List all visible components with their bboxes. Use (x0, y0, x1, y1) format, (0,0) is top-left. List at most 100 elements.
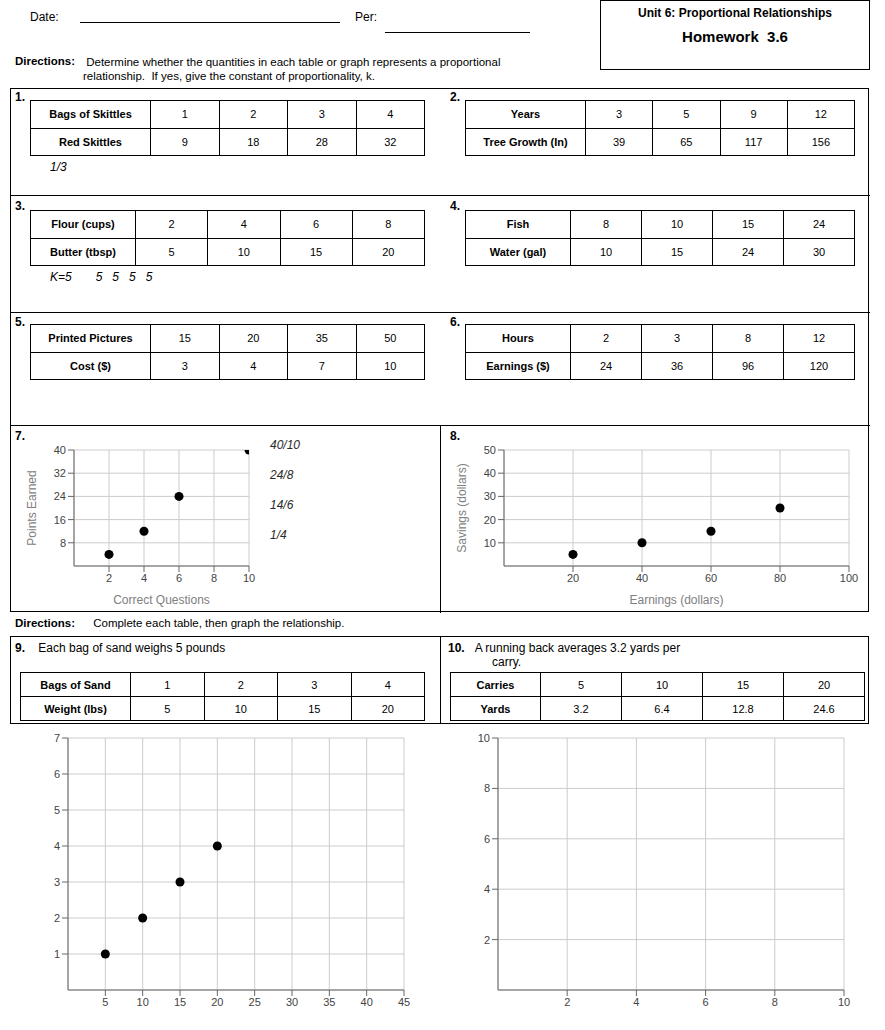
svg-text:20: 20 (211, 996, 223, 1008)
html-text:10: 10 (599, 245, 613, 258)
svg-text:50: 50 (484, 444, 496, 456)
html-text:Per:: Per: (355, 10, 377, 24)
html-text:Butter (tbsp): Butter (tbsp) (50, 245, 116, 258)
html-text:24: 24 (741, 245, 755, 258)
html-text:A running back averages 3.2 ya: A running back averages 3.2 yards per ca… (472, 641, 681, 669)
svg-text:2: 2 (54, 912, 60, 924)
svg-text:2: 2 (484, 934, 490, 946)
html-text:Cost ($): Cost ($) (70, 359, 111, 372)
svg-text:Points Earned: Points Earned (25, 470, 39, 545)
html-text:14/6: 14/6 (270, 498, 294, 512)
html-text:Date:: Date: (30, 10, 59, 24)
html-text:Red Skittles: Red Skittles (59, 135, 122, 148)
html-text:15: 15 (178, 332, 191, 345)
svg-text:20: 20 (567, 572, 579, 584)
html-text:Determine whether the quantiti: Determine whether the quantities in each… (83, 56, 501, 82)
html-text:Printed Pictures: Printed Pictures (48, 332, 133, 345)
svg-text:40: 40 (361, 996, 373, 1008)
svg-text:10: 10 (484, 537, 496, 549)
html-text:K=5: K=5 (50, 270, 72, 284)
svg-text:5: 5 (54, 804, 60, 816)
html-text:10: 10 (670, 218, 684, 231)
html-text:28: 28 (315, 135, 328, 148)
html-text:117: 117 (744, 135, 763, 148)
html-text:50: 50 (384, 332, 397, 345)
html-text:20: 20 (247, 332, 260, 345)
html-text:Water (gal): Water (gal) (489, 245, 547, 258)
svg-text:1: 1 (54, 948, 60, 960)
svg-text:30: 30 (484, 490, 496, 502)
svg-text:4: 4 (141, 572, 147, 584)
svg-text:30: 30 (286, 996, 298, 1008)
html-text:1/4: 1/4 (270, 528, 287, 542)
html-text:65: 65 (680, 135, 693, 148)
html-text:Tree Growth (In): Tree Growth (In) (483, 135, 568, 148)
html-text:Hours: Hours (502, 332, 534, 345)
svg-text:32: 32 (54, 467, 66, 479)
svg-text:10: 10 (243, 572, 255, 584)
html-text:20: 20 (382, 245, 395, 258)
svg-text:3: 3 (54, 876, 60, 888)
svg-text:20: 20 (484, 514, 496, 526)
svg-text:24: 24 (54, 490, 66, 502)
svg-text:45: 45 (398, 996, 410, 1008)
html-text:32: 32 (384, 135, 397, 148)
svg-text:40: 40 (54, 444, 66, 456)
svg-text:16: 16 (54, 514, 66, 526)
html-text:156: 156 (811, 135, 830, 148)
html-text:12: 12 (812, 332, 826, 345)
html-text:30: 30 (812, 245, 826, 258)
svg-text:4: 4 (633, 996, 639, 1008)
svg-text:15: 15 (174, 996, 186, 1008)
html-text:35: 35 (315, 332, 328, 345)
svg-text:8: 8 (211, 572, 217, 584)
html-text:12: 12 (814, 108, 827, 121)
html-text:24/8: 24/8 (270, 468, 294, 482)
svg-text:60: 60 (705, 572, 717, 584)
html-text:39: 39 (613, 135, 626, 148)
html-text:15: 15 (310, 245, 323, 258)
svg-text:4: 4 (484, 883, 490, 895)
svg-text:Savings (dollars): Savings (dollars) (455, 463, 469, 552)
svg-text:5: 5 (102, 996, 108, 1008)
html-text:1/3: 1/3 (50, 160, 67, 174)
html-text:Unit 6: Proportional Relations: Unit 6: Proportional Relationships (638, 6, 832, 20)
svg-text:40: 40 (636, 572, 648, 584)
html-text:15: 15 (741, 218, 755, 231)
svg-text:8: 8 (60, 537, 66, 549)
html-text:24: 24 (812, 218, 826, 231)
html-text:Bags of Skittles: Bags of Skittles (49, 108, 132, 121)
svg-text:10: 10 (478, 732, 490, 744)
svg-text:Correct Questions: Correct Questions (113, 593, 210, 607)
svg-text:35: 35 (323, 996, 335, 1008)
svg-text:40: 40 (484, 467, 496, 479)
html-text:15: 15 (670, 245, 684, 258)
html-text:Each bag of sand weighs 5 poun: Each bag of sand weighs 5 pounds (35, 641, 226, 655)
svg-text:2: 2 (106, 572, 112, 584)
html-text:10: 10 (384, 359, 397, 372)
html-text:Fish: Fish (506, 218, 530, 231)
svg-text:100: 100 (840, 572, 858, 584)
svg-text:6: 6 (484, 833, 490, 845)
html-text:40/10: 40/10 (270, 438, 300, 452)
svg-text:10: 10 (137, 996, 149, 1008)
svg-text:6: 6 (176, 572, 182, 584)
svg-text:4: 4 (54, 840, 60, 852)
svg-text:8: 8 (484, 782, 490, 794)
html-text:10: 10 (237, 245, 250, 258)
html-text:18: 18 (247, 135, 260, 148)
svg-text:2: 2 (564, 996, 570, 1008)
svg-text:80: 80 (774, 572, 786, 584)
html-text:10.: 10. (448, 641, 465, 655)
svg-text:6: 6 (54, 768, 60, 780)
svg-text:8: 8 (772, 996, 778, 1008)
html-text:Homework 3.6: Homework 3.6 (682, 28, 788, 45)
html-text:Flour (cups): Flour (cups) (51, 218, 115, 231)
svg-text:Earnings (dollars): Earnings (dollars) (629, 593, 723, 607)
html-text:Years: Years (510, 108, 541, 121)
svg-text:6: 6 (703, 996, 709, 1008)
svg-text:7: 7 (54, 732, 60, 744)
svg-text:25: 25 (249, 996, 261, 1008)
svg-text:10: 10 (838, 996, 850, 1008)
html-text:5 5 5 5: 5 5 5 5 (95, 270, 153, 284)
